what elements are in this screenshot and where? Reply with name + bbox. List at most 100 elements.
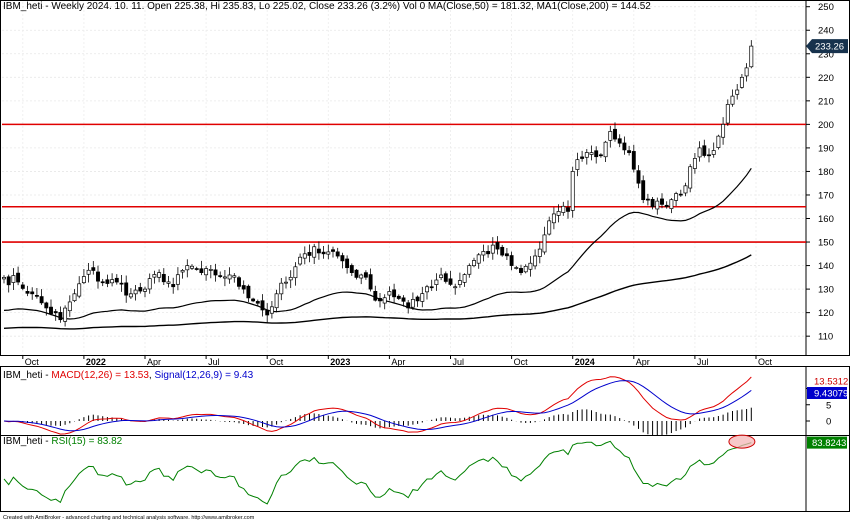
candle-body: [598, 154, 603, 157]
candle-body: [547, 220, 552, 235]
candle-body: [373, 291, 378, 301]
candle-body: [138, 287, 143, 292]
candle-body: [683, 185, 688, 194]
candle-body: [429, 286, 434, 289]
candle-body: [519, 268, 523, 273]
candlesticks: [2, 40, 754, 327]
candle-body: [669, 199, 674, 209]
candle-body: [692, 158, 697, 169]
candle-body: [354, 269, 359, 278]
time-tick-label: 2024: [575, 357, 595, 367]
rsi-line: [3, 440, 752, 505]
candle-body: [307, 252, 312, 256]
candle-body: [462, 274, 467, 283]
candle-body: [269, 306, 274, 314]
candle-body: [716, 135, 721, 148]
price-tick-label: 220: [818, 73, 834, 84]
candle-body: [570, 171, 575, 211]
candle-body: [119, 282, 124, 285]
candle-body: [744, 67, 749, 77]
time-tick-label: 2022: [86, 357, 106, 367]
macd-title-sep: ,: [149, 370, 155, 381]
rsi-pane-title: IBM_heti - RSI(15) = 83.82: [3, 436, 123, 447]
macd-value-flag: 13.5312: [814, 377, 848, 388]
candle-body: [472, 260, 476, 267]
rsi-pane: 83.8243: [0, 434, 850, 512]
candle-body: [175, 274, 180, 285]
candle-body: [34, 295, 39, 297]
candle-body: [749, 45, 754, 68]
price-tick-label: 210: [818, 96, 834, 107]
price-title-sep: ,: [531, 1, 537, 12]
ma50-line: [3, 167, 752, 320]
candle-body: [44, 302, 49, 309]
candle-body: [185, 265, 190, 271]
candle-body: [77, 283, 82, 297]
candle-body: [528, 262, 533, 270]
candle-body: [721, 124, 726, 138]
candle-body: [594, 150, 599, 158]
candle-body: [382, 297, 387, 304]
candle-body: [110, 279, 115, 284]
candle-body: [542, 234, 547, 253]
candle-body: [331, 249, 335, 252]
footer-credit: Created with AmiBroker - advanced charti…: [3, 515, 255, 521]
candle-body: [359, 274, 364, 279]
candle-body: [288, 276, 293, 281]
candle-body: [425, 286, 429, 293]
candle-body: [213, 269, 218, 276]
candle-body: [152, 274, 157, 278]
candle-body: [91, 267, 96, 271]
candle-body: [20, 284, 25, 289]
rsi-title-rsi: RSI(15) = 83.82: [51, 436, 122, 447]
candle-body: [533, 255, 538, 267]
candle-body: [30, 291, 35, 295]
candle-body: [401, 297, 406, 302]
price-pane: 1101201301401501601701801902002102202302…: [0, 0, 850, 367]
signal-value-flag: 9.43079: [814, 389, 848, 400]
candle-body: [326, 251, 331, 255]
candle-body: [340, 255, 345, 262]
candle-body: [688, 166, 693, 189]
price-tick-label: 230: [818, 49, 834, 60]
candle-body: [561, 205, 566, 213]
time-tick-label: Apr: [636, 357, 650, 367]
price-tick-label: 200: [818, 120, 834, 131]
candle-body: [105, 279, 110, 284]
macd-tick-label: 5: [826, 400, 831, 411]
candle-body: [434, 279, 439, 285]
rsi-value-flag: 83.8243: [812, 438, 846, 449]
candle-body: [490, 244, 495, 254]
candle-body: [39, 296, 44, 304]
candle-body: [650, 198, 655, 208]
candle-body: [420, 293, 425, 302]
candle-body: [49, 306, 53, 315]
macd-tick-label: 0: [826, 417, 831, 428]
candle-body: [523, 265, 528, 273]
candle-body: [378, 298, 382, 302]
candle-body: [180, 270, 185, 273]
candle-body: [678, 193, 683, 196]
candle-body: [241, 285, 246, 290]
candle-body: [321, 251, 326, 255]
time-tick-label: Apr: [147, 357, 161, 367]
candle-body: [603, 141, 608, 158]
candle-body: [674, 193, 679, 201]
candle-body: [274, 293, 279, 309]
price-tick-label: 120: [818, 308, 834, 319]
candle-body: [439, 274, 444, 278]
candle-body: [345, 258, 350, 269]
candle-body: [481, 251, 486, 256]
candle-body: [199, 268, 204, 273]
candle-body: [335, 251, 340, 257]
candle-body: [232, 275, 237, 278]
last-price-flag: [806, 39, 848, 54]
time-tick-label: Oct: [514, 357, 529, 367]
candle-body: [730, 95, 735, 105]
candle-body: [293, 266, 298, 279]
candle-body: [735, 89, 740, 95]
candle-body: [260, 300, 265, 311]
candle-body: [363, 272, 368, 278]
candle-body: [556, 211, 561, 216]
